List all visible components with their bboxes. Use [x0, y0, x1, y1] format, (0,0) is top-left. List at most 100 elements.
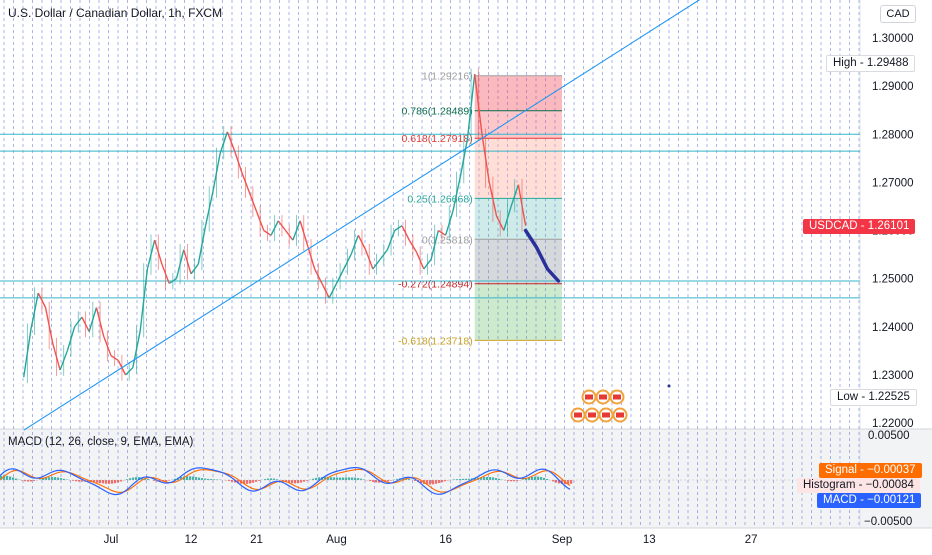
histogram-bar [345, 477, 347, 480]
histogram-bar [354, 478, 356, 480]
histogram-bar [57, 478, 59, 480]
fib-level-label: -0.618(1.23718) [398, 335, 473, 347]
histogram-bar [111, 480, 113, 484]
histogram-bar [126, 479, 128, 480]
histogram-bar [306, 480, 308, 481]
histogram-bar [78, 480, 80, 481]
macd-y-tick-top: 0.00500 [868, 430, 910, 442]
histogram-bar [51, 477, 53, 480]
low-tag-label: Low [837, 391, 858, 403]
histogram-bar [210, 479, 212, 480]
histogram-bar [531, 477, 533, 480]
chart-title: U.S. Dollar / Canadian Dollar, 1h, FXCM [8, 6, 222, 20]
currency-badge[interactable]: CAD [880, 5, 916, 23]
histogram-bar [258, 480, 260, 481]
high-price-tag: High - 1.29488 [826, 55, 915, 72]
x-tick-label: Sep [552, 534, 572, 546]
histogram-bar [522, 479, 524, 480]
price-y-tick-label: 1.29000 [872, 81, 914, 93]
fib-band [475, 239, 562, 283]
histogram-bar [294, 480, 296, 483]
low-tag-value: 1.22525 [868, 391, 910, 403]
histogram-bar [6, 476, 8, 480]
price-y-tick-label: 1.23000 [872, 370, 914, 382]
high-tag-value: 1.29488 [867, 57, 909, 69]
histogram-bar [192, 477, 194, 480]
histogram-bar [315, 478, 317, 480]
macd-title: MACD (12, 26, close, 9, EMA, EMA) [8, 436, 193, 448]
x-tick-label: Aug [326, 534, 346, 546]
flag-icon [616, 413, 624, 418]
histogram-bar [252, 480, 254, 483]
forecast-dot [668, 385, 671, 388]
histogram-bar [435, 480, 437, 484]
x-tick-label: 16 [439, 534, 452, 546]
flag-icon [599, 395, 607, 400]
fib-band [475, 284, 562, 341]
histogram-bar [489, 477, 491, 480]
price-y-tick-label: 1.28000 [872, 129, 914, 141]
x-tick-label: 13 [643, 534, 656, 546]
macd-tag-value: −0.00121 [867, 494, 915, 506]
histogram-bar [297, 480, 299, 483]
histogram-bar [198, 478, 200, 480]
flag-icon [602, 413, 610, 418]
signal-tag: Signal - −0.00037 [819, 463, 922, 478]
histogram-bar [249, 480, 251, 483]
histogram-bar [540, 477, 542, 480]
histogram-bar [546, 479, 548, 480]
fib-band [475, 198, 562, 239]
histogram-bar [189, 476, 191, 480]
histogram-bar [462, 479, 464, 480]
histogram-bar [375, 480, 377, 482]
histogram-bar [108, 480, 110, 484]
histogram-bar [390, 480, 392, 481]
histogram-bar [339, 478, 341, 480]
histogram-bar [300, 480, 302, 483]
histogram-bar [336, 478, 338, 480]
histogram-bar [99, 480, 101, 483]
histogram-bar [114, 480, 116, 483]
histogram-bar [537, 477, 539, 480]
macd-tag-label: MACD [823, 494, 857, 506]
fib-band [475, 76, 562, 111]
price-y-tick-label: 1.22000 [872, 418, 914, 430]
low-price-tag: Low - 1.22525 [830, 389, 917, 406]
histogram-bar [132, 478, 134, 480]
price-y-tick-label: 1.27000 [872, 177, 914, 189]
histogram-bar [441, 480, 443, 482]
histogram-bar [12, 477, 14, 480]
signal-tag-value: −0.00037 [867, 464, 915, 476]
histogram-bar [102, 480, 104, 483]
histogram-bar [348, 477, 350, 480]
x-tick-label: 21 [250, 534, 263, 546]
histogram-bar [9, 477, 11, 480]
macd-y-tick-bottom: −0.00500 [864, 516, 912, 528]
histogram-bar [342, 478, 344, 480]
fib-level-label: 0.786(1.28489) [401, 106, 472, 118]
flag-icon [585, 395, 593, 400]
histogram-bar [498, 479, 500, 480]
histogram-bar [96, 480, 98, 483]
x-tick-label: 12 [185, 534, 198, 546]
histogram-tag-label: Histogram [803, 479, 855, 491]
histogram-bar [330, 477, 332, 480]
histogram-bar [438, 480, 440, 483]
histogram-bar [534, 477, 536, 480]
histogram-bar [432, 480, 434, 484]
histogram-bar [351, 477, 353, 480]
x-tick-label: 27 [745, 534, 758, 546]
fib-level-label: 0(1.25818) [422, 234, 473, 246]
flag-icon [588, 413, 596, 418]
histogram-bar [186, 476, 188, 480]
histogram-bar [117, 480, 119, 482]
fib-level-label: -0.272(1.24894) [398, 279, 473, 291]
histogram-bar [486, 477, 488, 480]
last-tag-label: USDCAD [809, 220, 858, 232]
histogram-bar [510, 480, 512, 481]
histogram-bar [543, 478, 545, 480]
signal-tag-label: Signal [825, 464, 857, 476]
fib-level-label: 0.25(1.26668) [407, 193, 472, 205]
